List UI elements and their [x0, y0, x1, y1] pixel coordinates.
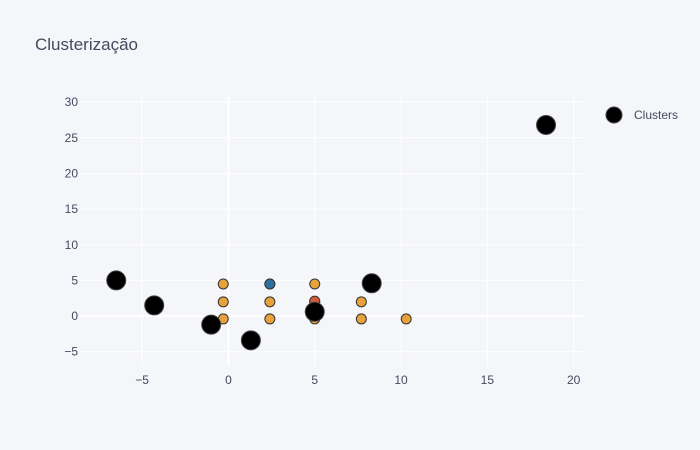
- data-point[interactable]: [217, 278, 229, 290]
- data-point[interactable]: [264, 296, 276, 308]
- data-point[interactable]: [355, 296, 367, 308]
- cluster-centroid-point[interactable]: [240, 330, 261, 351]
- cluster-centroid-point[interactable]: [536, 114, 557, 135]
- legend-marker-clusters[interactable]: [605, 106, 623, 124]
- x-tick-label: 10: [394, 373, 408, 387]
- legend-label-clusters[interactable]: Clusters: [634, 108, 678, 122]
- chart-title: Clusterização: [35, 35, 138, 54]
- cluster-centroid-point[interactable]: [106, 270, 127, 291]
- y-tick-label: 5: [71, 273, 78, 287]
- grid-layer: [80, 95, 584, 366]
- y-tick-label: 30: [65, 95, 79, 109]
- axis-layer: −5 0 5 10 15 20 −5 0 5 10 15 20 25 30: [64, 95, 580, 387]
- data-point[interactable]: [264, 278, 276, 290]
- legend[interactable]: Clusters: [605, 106, 678, 124]
- y-tick-label: 0: [71, 309, 78, 323]
- x-tick-label: −5: [135, 373, 149, 387]
- y-tick-label: −5: [64, 345, 78, 359]
- cluster-centroid-point[interactable]: [144, 295, 165, 316]
- y-tick-label: 15: [65, 202, 79, 216]
- data-point[interactable]: [309, 278, 321, 290]
- points-layer: [106, 114, 557, 351]
- data-point[interactable]: [355, 313, 367, 325]
- x-tick-label: 5: [311, 373, 318, 387]
- x-tick-label: 0: [225, 373, 232, 387]
- data-point[interactable]: [400, 313, 412, 325]
- x-tick-label: 15: [481, 373, 495, 387]
- y-tick-label: 20: [65, 166, 79, 180]
- x-tick-label: 20: [567, 373, 581, 387]
- cluster-centroid-point[interactable]: [361, 273, 382, 294]
- data-point[interactable]: [264, 313, 276, 325]
- cluster-centroid-point[interactable]: [201, 314, 222, 335]
- data-point[interactable]: [217, 296, 229, 308]
- y-tick-label: 25: [65, 131, 79, 145]
- y-tick-label: 10: [65, 238, 79, 252]
- cluster-centroid-point[interactable]: [304, 301, 325, 322]
